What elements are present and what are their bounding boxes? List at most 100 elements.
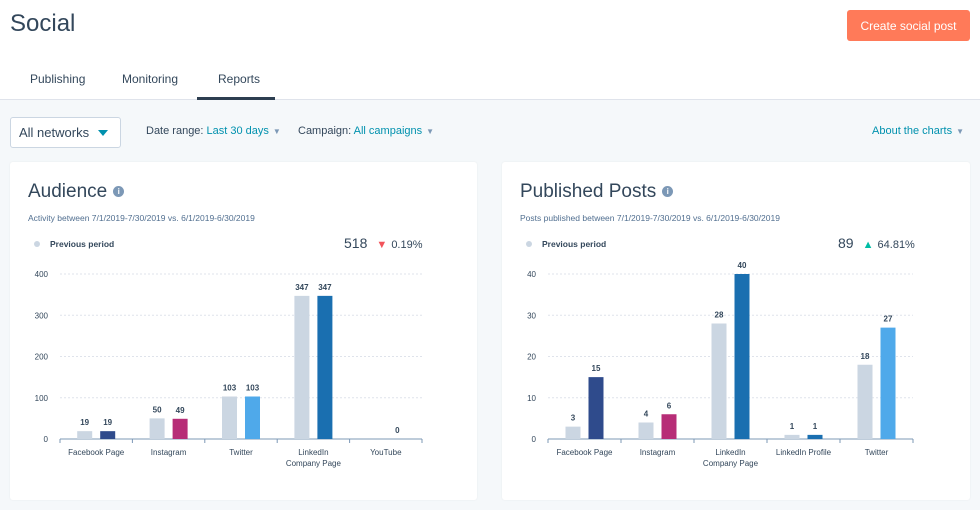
x-category-label: Facebook Page: [556, 448, 613, 457]
date-range-filter[interactable]: Date range: Last 30 days ▼: [146, 125, 281, 137]
legend-previous-period: Previous period: [526, 239, 606, 249]
tab-publishing[interactable]: Publishing: [30, 72, 86, 86]
bar-current: [734, 274, 750, 439]
caret-down-icon: [98, 130, 108, 136]
caret-down-icon: ▼: [272, 127, 281, 136]
legend-dot: [526, 241, 532, 247]
page-title: Social: [10, 10, 76, 37]
tab-monitoring[interactable]: Monitoring: [122, 72, 179, 86]
x-category-label: Twitter: [229, 448, 253, 457]
tab-reports[interactable]: Reports: [218, 72, 261, 86]
data-label: 347: [318, 283, 332, 292]
bar-previous: [638, 422, 654, 439]
legend-previous-period: Previous period: [34, 239, 114, 249]
bar-previous: [565, 426, 581, 439]
total-value: 89: [838, 235, 854, 251]
legend-label: Previous period: [50, 239, 115, 249]
bar-current: [245, 396, 260, 439]
create-social-post-button[interactable]: Create social post: [847, 10, 970, 41]
card-subtitle: Activity between 7/1/2019-7/30/2019 vs. …: [28, 213, 255, 223]
bar-previous: [294, 295, 310, 439]
about-charts-label: About the charts: [872, 125, 953, 137]
card-subtitle: Posts published between 7/1/2019-7/30/20…: [520, 213, 780, 223]
network-value: All networks: [19, 125, 90, 140]
data-label: 19: [80, 418, 89, 427]
bar-current: [172, 418, 188, 439]
about-charts-link[interactable]: About the charts ▼: [872, 125, 964, 137]
data-label: 6: [667, 401, 672, 410]
caret-down-icon: ▼: [956, 127, 965, 136]
bar-current: [588, 377, 604, 439]
y-tick-label: 0: [532, 435, 537, 444]
total-summary: 518 ▼ 0.19%: [344, 235, 423, 251]
y-tick-label: 200: [35, 353, 49, 362]
x-category-label: LinkedIn Profile: [776, 448, 832, 457]
total-value: 518: [344, 235, 368, 251]
y-tick-label: 400: [35, 270, 49, 279]
data-label: 1: [790, 422, 795, 431]
y-tick-label: 300: [35, 311, 49, 320]
data-label: 27: [884, 315, 893, 324]
legend-dot: [34, 241, 40, 247]
y-tick-label: 30: [527, 311, 536, 320]
y-tick-label: 0: [44, 435, 49, 444]
active-tab-indicator: [197, 97, 275, 100]
x-category-label: YouTube: [370, 448, 402, 457]
bar-previous: [222, 396, 237, 439]
x-category-label: Facebook Page: [68, 448, 125, 457]
card-title: Published Posts i: [520, 181, 674, 203]
info-icon[interactable]: i: [113, 186, 125, 198]
data-label: 0: [395, 426, 400, 435]
data-label: 19: [103, 418, 112, 427]
x-category-label: Twitter: [865, 448, 889, 457]
data-label: 3: [571, 414, 576, 423]
bar-previous: [77, 431, 93, 439]
bar-previous: [857, 364, 873, 439]
y-tick-label: 10: [527, 394, 536, 403]
data-label: 50: [153, 405, 162, 414]
bar-current: [317, 295, 333, 439]
total-summary: 89 ▲ 64.81%: [838, 235, 915, 251]
data-label: 347: [295, 283, 309, 292]
x-category-label: Instagram: [640, 448, 676, 457]
y-tick-label: 20: [527, 353, 536, 362]
trend-down-icon: ▼: [373, 239, 388, 251]
bar-current: [880, 327, 896, 439]
bar-current: [100, 431, 116, 439]
network-dropdown[interactable]: All networks: [10, 117, 121, 148]
x-category-label: LinkedIn: [298, 448, 328, 457]
trend-up-icon: ▲: [859, 239, 874, 251]
card-title-text: Audience: [28, 181, 108, 202]
data-label: 18: [861, 352, 870, 361]
caret-down-icon: ▼: [426, 127, 435, 136]
date-range-label: Date range:: [146, 125, 204, 137]
bar-previous: [784, 434, 800, 439]
x-category-label: Instagram: [151, 448, 187, 457]
bar-current: [807, 434, 823, 439]
campaign-filter[interactable]: Campaign: All campaigns ▼: [298, 125, 434, 137]
info-icon[interactable]: i: [662, 186, 674, 198]
y-tick-label: 100: [35, 394, 49, 403]
campaign-value[interactable]: All campaigns: [353, 125, 423, 137]
top-header: Social Create social post Publishing Mon…: [0, 0, 980, 100]
date-range-value[interactable]: Last 30 days: [206, 125, 269, 137]
campaign-label: Campaign:: [298, 125, 352, 137]
change-percent: 0.19%: [391, 239, 423, 251]
x-category-label: LinkedIn: [715, 448, 745, 457]
x-category-label: Company Page: [703, 459, 759, 468]
y-tick-label: 40: [527, 270, 536, 279]
data-label: 1: [813, 422, 818, 431]
card-title: Audience i: [28, 181, 125, 203]
bar-current: [661, 414, 677, 439]
legend-label: Previous period: [542, 239, 607, 249]
bar-previous: [711, 323, 727, 439]
card-title-text: Published Posts: [520, 181, 657, 202]
data-label: 103: [246, 384, 260, 393]
bar-previous: [149, 418, 165, 439]
data-label: 4: [644, 410, 649, 419]
change-percent: 64.81%: [877, 239, 915, 251]
data-label: 28: [715, 311, 724, 320]
data-label: 103: [223, 384, 237, 393]
data-label: 15: [592, 364, 601, 373]
